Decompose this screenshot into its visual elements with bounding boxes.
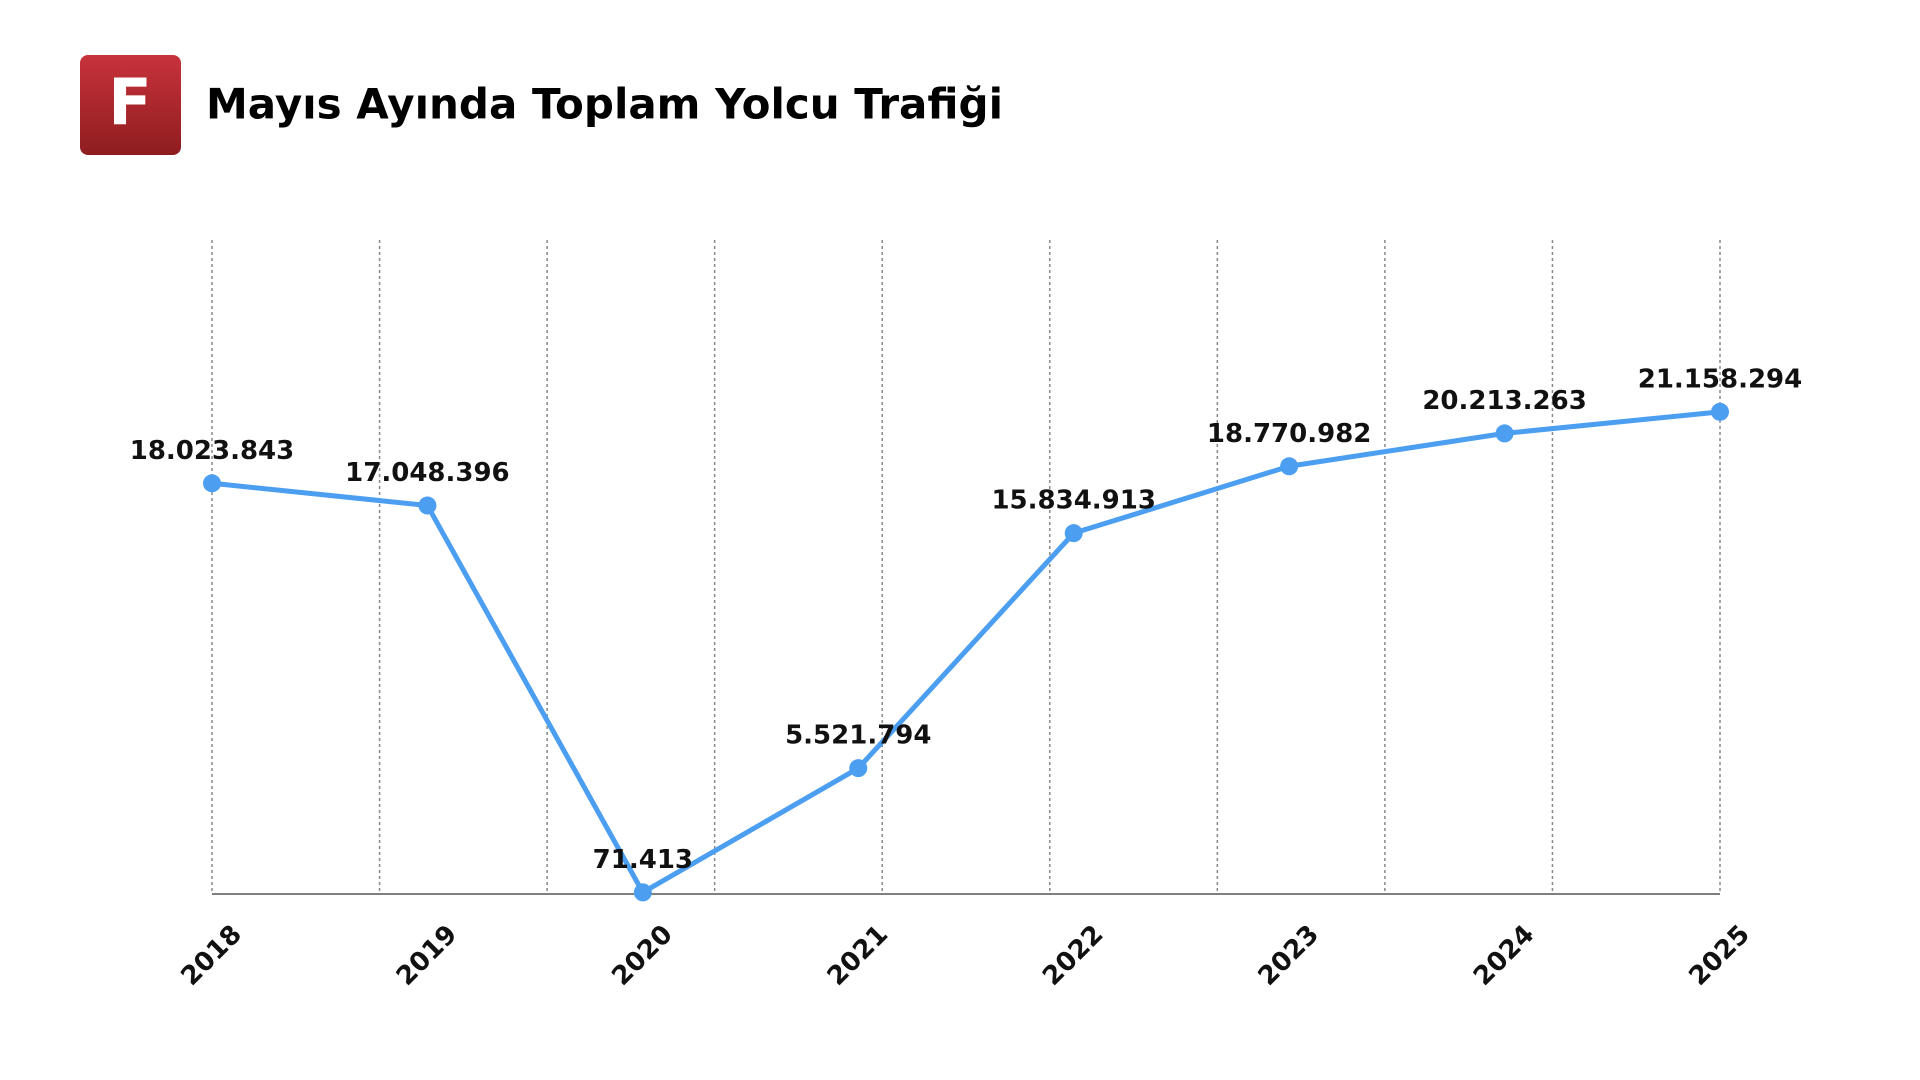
data-label: 17.048.396	[345, 458, 509, 488]
data-point	[418, 496, 437, 515]
data-point	[203, 474, 221, 493]
data-label: 71.413	[593, 845, 693, 875]
data-point	[1064, 524, 1083, 543]
x-tick-label: 2023	[1253, 919, 1325, 991]
logo-letter: F	[108, 67, 152, 141]
data-label: 21.158.294	[1638, 364, 1802, 394]
x-tick-label: 2024	[1468, 919, 1540, 991]
x-tick-label: 2021	[822, 919, 894, 991]
data-point	[1495, 424, 1514, 443]
x-tick-label: 2020	[606, 919, 678, 991]
data-point	[1711, 402, 1729, 421]
data-label: 5.521.794	[785, 721, 931, 751]
x-tick-label: 2025	[1683, 919, 1755, 991]
data-point	[849, 759, 868, 778]
data-point	[633, 883, 652, 902]
data-line	[211, 409, 1721, 895]
x-tick-label: 2022	[1037, 919, 1109, 991]
data-label: 18.023.843	[130, 436, 294, 466]
logo-badge	[80, 55, 181, 155]
x-tick-label: 2018	[175, 919, 247, 991]
data-label: 15.834.913	[991, 486, 1155, 516]
data-label: 20.213.263	[1422, 386, 1586, 416]
data-point	[1280, 457, 1299, 476]
x-tick-label: 2019	[391, 919, 463, 991]
data-label: 18.770.982	[1207, 419, 1371, 449]
chart-title: Mayıs Ayında Toplam Yolcu Trafiği	[206, 80, 1003, 129]
